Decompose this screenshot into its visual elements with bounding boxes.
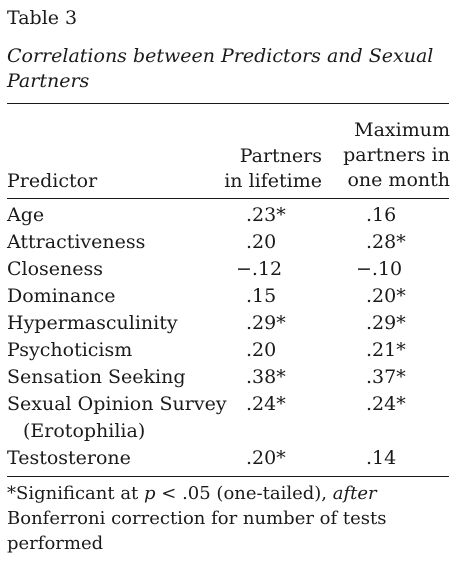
table-row: Age .23* .16 xyxy=(0,202,455,229)
footnote-after: after xyxy=(332,483,377,504)
table-row: Hypermasculinity .29* .29* xyxy=(0,310,455,337)
predictor-name-line2: (Erotophilia) xyxy=(23,420,146,442)
table-row: Sensation Seeking .38* .37* xyxy=(0,364,455,391)
column-header-predictor: Predictor xyxy=(7,170,98,192)
column-header-max-partners-line3: one month xyxy=(347,169,450,191)
table-row: Dominance .15 .20* xyxy=(0,283,455,310)
table-row: Sexual Opinion Survey (Erotophilia) .24*… xyxy=(0,391,455,445)
partners-lifetime-value: .20 xyxy=(246,339,277,361)
max-partners-month-value: .21* xyxy=(366,339,406,361)
predictor-name: Attractiveness xyxy=(7,231,146,253)
table-row: Psychoticism .20 .21* xyxy=(0,337,455,364)
header-rule xyxy=(7,198,449,199)
max-partners-month-value: .29* xyxy=(366,312,406,334)
max-partners-month-value: −.10 xyxy=(356,258,403,280)
footnote-part3: Bonferroni correction for number of test… xyxy=(7,508,387,554)
column-header-partners-lifetime-line2: in lifetime xyxy=(224,170,322,192)
max-partners-month-value: .24* xyxy=(366,393,406,415)
partners-lifetime-value: .23* xyxy=(246,204,286,226)
predictor-name: Age xyxy=(7,204,45,226)
table-row: Testosterone .20* .14 xyxy=(0,445,455,472)
column-header-max-partners-line2: partners in xyxy=(343,144,450,166)
footnote-part1: *Significant at xyxy=(7,483,145,504)
footnote-part2: < .05 (one-tailed), xyxy=(155,483,333,504)
predictor-name: Testosterone xyxy=(7,447,131,469)
predictor-name-line1: Sexual Opinion Survey xyxy=(7,393,227,415)
partners-lifetime-value: .15 xyxy=(246,285,277,307)
max-partners-month-value: .14 xyxy=(366,447,397,469)
footnote-p: p xyxy=(144,483,156,504)
partners-lifetime-value: .29* xyxy=(246,312,286,334)
column-header-max-partners: Maximum partners in one month xyxy=(324,118,450,193)
predictor-name: Psychoticism xyxy=(7,339,133,361)
table-footnote: *Significant at p < .05 (one-tailed), af… xyxy=(7,481,449,556)
predictor-name: Sensation Seeking xyxy=(7,366,186,388)
column-header-partners-lifetime-line1: Partners xyxy=(239,145,322,167)
top-rule xyxy=(7,103,449,104)
table-body: Age .23* .16 Attractiveness .20 .28* Clo… xyxy=(0,202,455,472)
partners-lifetime-value: −.12 xyxy=(236,258,283,280)
table-row: Closeness −.12 −.10 xyxy=(0,256,455,283)
max-partners-month-value: .20* xyxy=(366,285,406,307)
column-header-partners-lifetime: Partners in lifetime xyxy=(196,144,322,194)
bottom-rule xyxy=(7,476,449,477)
partners-lifetime-value: .38* xyxy=(246,366,286,388)
max-partners-month-value: .37* xyxy=(366,366,406,388)
max-partners-month-value: .16 xyxy=(366,204,397,226)
predictor-name: Hypermasculinity xyxy=(7,312,178,334)
partners-lifetime-value: .20* xyxy=(246,447,286,469)
table-row: Attractiveness .20 .28* xyxy=(0,229,455,256)
table-title: Correlations between Predictors and Sexu… xyxy=(7,45,434,92)
partners-lifetime-value: .20 xyxy=(246,231,277,253)
predictor-name: Sexual Opinion Survey (Erotophilia) xyxy=(7,391,227,445)
max-partners-month-value: .28* xyxy=(366,231,406,253)
column-header-max-partners-line1: Maximum xyxy=(354,119,450,141)
partners-lifetime-value: .24* xyxy=(246,393,286,415)
predictor-name: Dominance xyxy=(7,285,116,307)
table-label: Table 3 xyxy=(7,7,78,29)
predictor-name: Closeness xyxy=(7,258,104,280)
